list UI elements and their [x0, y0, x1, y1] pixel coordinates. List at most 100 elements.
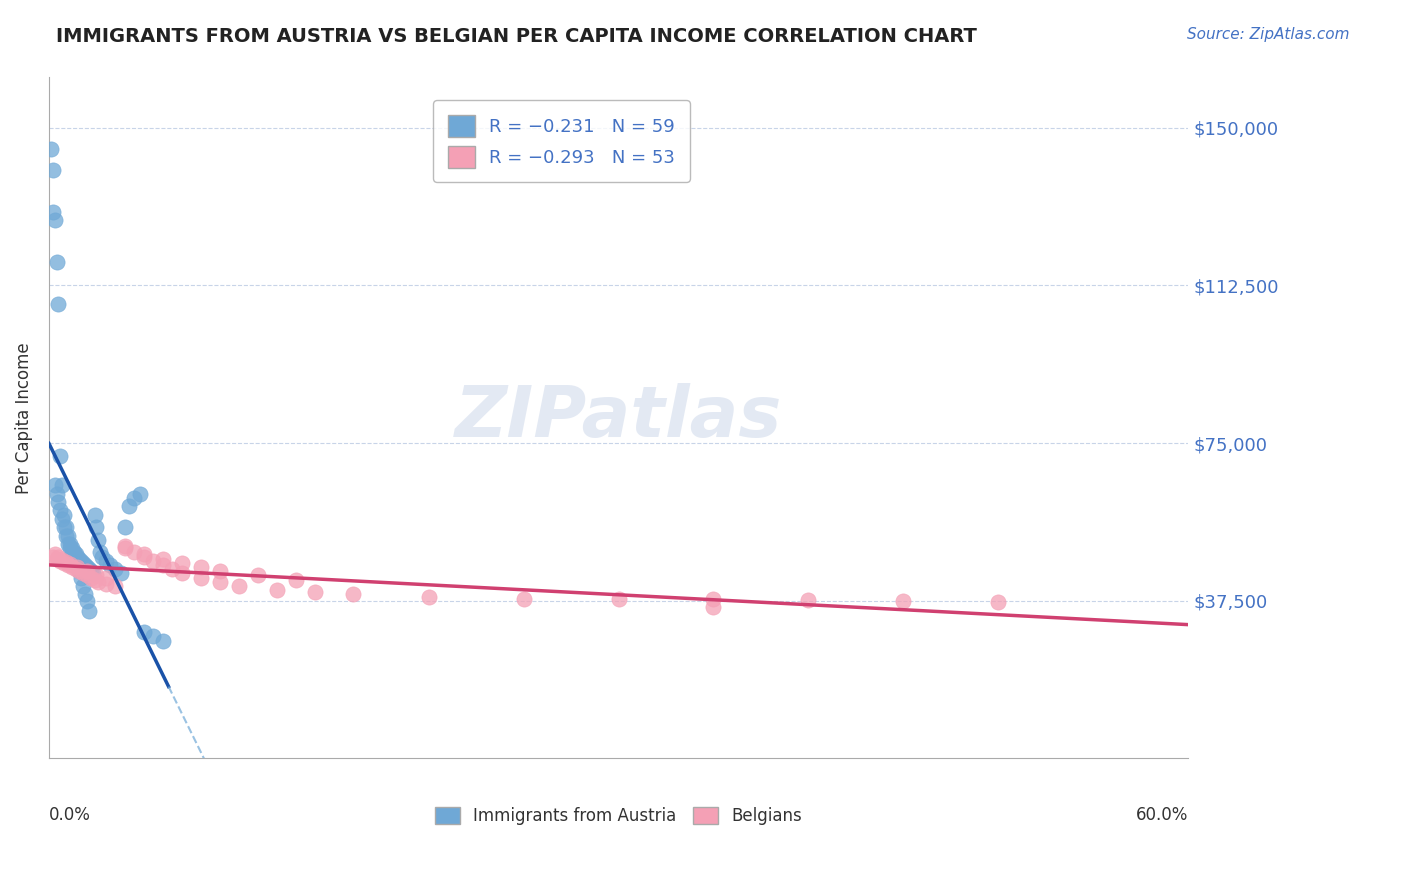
Point: [80, 564, 103, 578]
Text: 60.0%: 60.0%: [1136, 806, 1188, 824]
Point: [53, 556, 76, 570]
Point: [60, 541, 83, 556]
Point: [42, 549, 65, 564]
Point: [45, 255, 67, 269]
Point: [132, 549, 155, 564]
Point: [66, 549, 89, 564]
Point: [77, 562, 100, 576]
Point: [124, 491, 146, 505]
Point: [55, 528, 77, 542]
Point: [208, 574, 231, 589]
Point: [56, 537, 79, 551]
Text: ZIPatlas: ZIPatlas: [456, 384, 782, 452]
Point: [51, 553, 73, 567]
Point: [87, 533, 110, 547]
Point: [56, 528, 79, 542]
Point: [44, 548, 66, 562]
Point: [190, 560, 212, 574]
Point: [67, 564, 90, 578]
Point: [48, 495, 70, 509]
Point: [49, 449, 72, 463]
Point: [80, 571, 103, 585]
Point: [76, 560, 98, 574]
Point: [65, 562, 87, 576]
Point: [114, 541, 136, 556]
Point: [702, 592, 724, 607]
Y-axis label: Per Capita Income: Per Capita Income: [15, 342, 32, 493]
Point: [65, 554, 87, 568]
Point: [89, 545, 111, 559]
Point: [44, 213, 66, 227]
Point: [170, 556, 193, 570]
Point: [94, 571, 117, 585]
Point: [893, 594, 915, 608]
Point: [342, 587, 364, 601]
Point: [51, 512, 73, 526]
Point: [83, 573, 105, 587]
Point: [152, 633, 174, 648]
Point: [44, 478, 66, 492]
Point: [142, 629, 165, 643]
Point: [76, 568, 98, 582]
Point: [65, 548, 87, 562]
Point: [190, 571, 212, 585]
Point: [124, 545, 146, 559]
Point: [72, 579, 94, 593]
Point: [66, 560, 89, 574]
Point: [512, 591, 534, 606]
Point: [152, 551, 174, 566]
Point: [42, 205, 65, 219]
Point: [114, 539, 136, 553]
Text: 0.0%: 0.0%: [49, 806, 91, 824]
Point: [62, 549, 84, 564]
Point: [98, 558, 121, 572]
Point: [114, 520, 136, 534]
Point: [48, 297, 70, 311]
Point: [60, 560, 83, 574]
Text: Source: ZipAtlas.com: Source: ZipAtlas.com: [1187, 27, 1350, 42]
Point: [104, 579, 127, 593]
Point: [67, 564, 90, 578]
Point: [91, 549, 114, 564]
Point: [59, 557, 82, 571]
Point: [86, 568, 108, 582]
Point: [987, 595, 1010, 609]
Point: [72, 566, 94, 581]
Point: [284, 573, 307, 587]
Point: [110, 566, 132, 581]
Point: [67, 551, 90, 566]
Point: [45, 551, 67, 566]
Point: [56, 558, 79, 572]
Point: [49, 503, 72, 517]
Point: [170, 566, 193, 581]
Point: [162, 562, 184, 576]
Point: [73, 587, 96, 601]
Point: [45, 486, 67, 500]
Point: [797, 593, 820, 607]
Point: [55, 520, 77, 534]
Point: [49, 554, 72, 568]
Point: [66, 558, 89, 572]
Point: [62, 545, 84, 559]
Point: [53, 520, 76, 534]
Point: [82, 566, 104, 581]
Point: [76, 564, 98, 578]
Point: [39, 142, 62, 156]
Point: [702, 600, 724, 615]
Point: [59, 541, 82, 556]
Point: [152, 558, 174, 572]
Point: [55, 555, 77, 569]
Point: [59, 537, 82, 551]
Point: [94, 577, 117, 591]
Point: [142, 554, 165, 568]
Point: [266, 583, 288, 598]
Point: [208, 564, 231, 578]
Point: [70, 554, 93, 568]
Point: [104, 562, 127, 576]
Point: [83, 508, 105, 522]
Point: [246, 568, 269, 582]
Point: [51, 478, 73, 492]
Point: [60, 545, 83, 559]
Point: [73, 558, 96, 572]
Point: [228, 579, 250, 593]
